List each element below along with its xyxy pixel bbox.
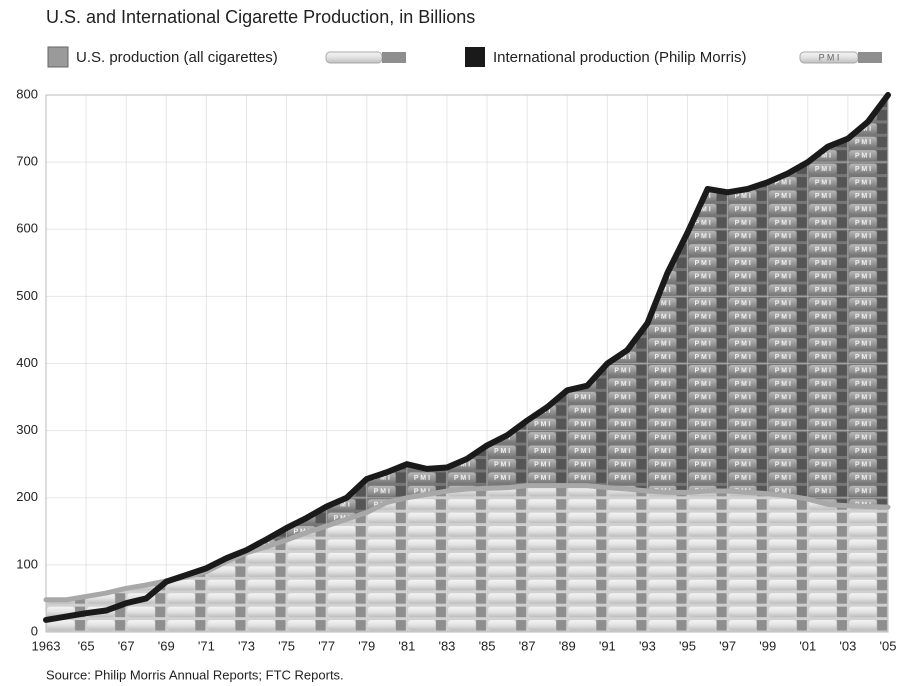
legend-label: U.S. production (all cigarettes) [76, 49, 278, 66]
y-tick-label: 500 [16, 288, 38, 303]
x-tick-label: '03 [839, 638, 856, 653]
y-tick-label: 800 [16, 86, 38, 101]
y-tick-label: 700 [16, 154, 38, 169]
legend-icon [325, 51, 406, 64]
x-tick-label: '99 [759, 638, 776, 653]
x-tick-label: '01 [799, 638, 816, 653]
x-tick-label: '93 [639, 638, 656, 653]
legend-label: International production (Philip Morris) [493, 49, 746, 66]
x-tick-label: '83 [438, 638, 455, 653]
x-tick-label: '73 [238, 638, 255, 653]
x-tick-label: '95 [679, 638, 696, 653]
y-tick-label: 200 [16, 489, 38, 504]
y-tick-label: 400 [16, 355, 38, 370]
x-tick-label: '69 [158, 638, 175, 653]
legend-icon: P M I [799, 51, 882, 64]
x-tick-label: '97 [719, 638, 736, 653]
y-tick-label: 600 [16, 221, 38, 236]
x-tick-label: '85 [479, 638, 496, 653]
x-tick-label: '79 [358, 638, 375, 653]
x-tick-label: '05 [880, 638, 897, 653]
x-tick-label: '65 [78, 638, 95, 653]
x-tick-label: '71 [198, 638, 215, 653]
line [43, 92, 891, 623]
x-tick-label: '91 [599, 638, 616, 653]
x-tick-label: '89 [559, 638, 576, 653]
plot-frame [45, 94, 889, 633]
x-tick-label: '87 [519, 638, 536, 653]
legend-swatch [47, 46, 69, 68]
x-tick-label: '77 [318, 638, 335, 653]
chart-title: U.S. and International Cigarette Product… [46, 7, 475, 27]
x-tick-label: '81 [398, 638, 415, 653]
x-tick-label: '75 [278, 638, 295, 653]
area [46, 485, 888, 632]
x-tick-label: '67 [118, 638, 135, 653]
source: Source: Philip Morris Annual Reports; FT… [46, 667, 344, 682]
x-tick-label: 1963 [32, 638, 61, 653]
legend-swatch [465, 47, 485, 67]
legend-icon-label: P M I [819, 52, 840, 62]
y-tick-label: 0 [31, 623, 38, 638]
y-tick-label: 300 [16, 422, 38, 437]
y-tick-label: 100 [16, 556, 38, 571]
